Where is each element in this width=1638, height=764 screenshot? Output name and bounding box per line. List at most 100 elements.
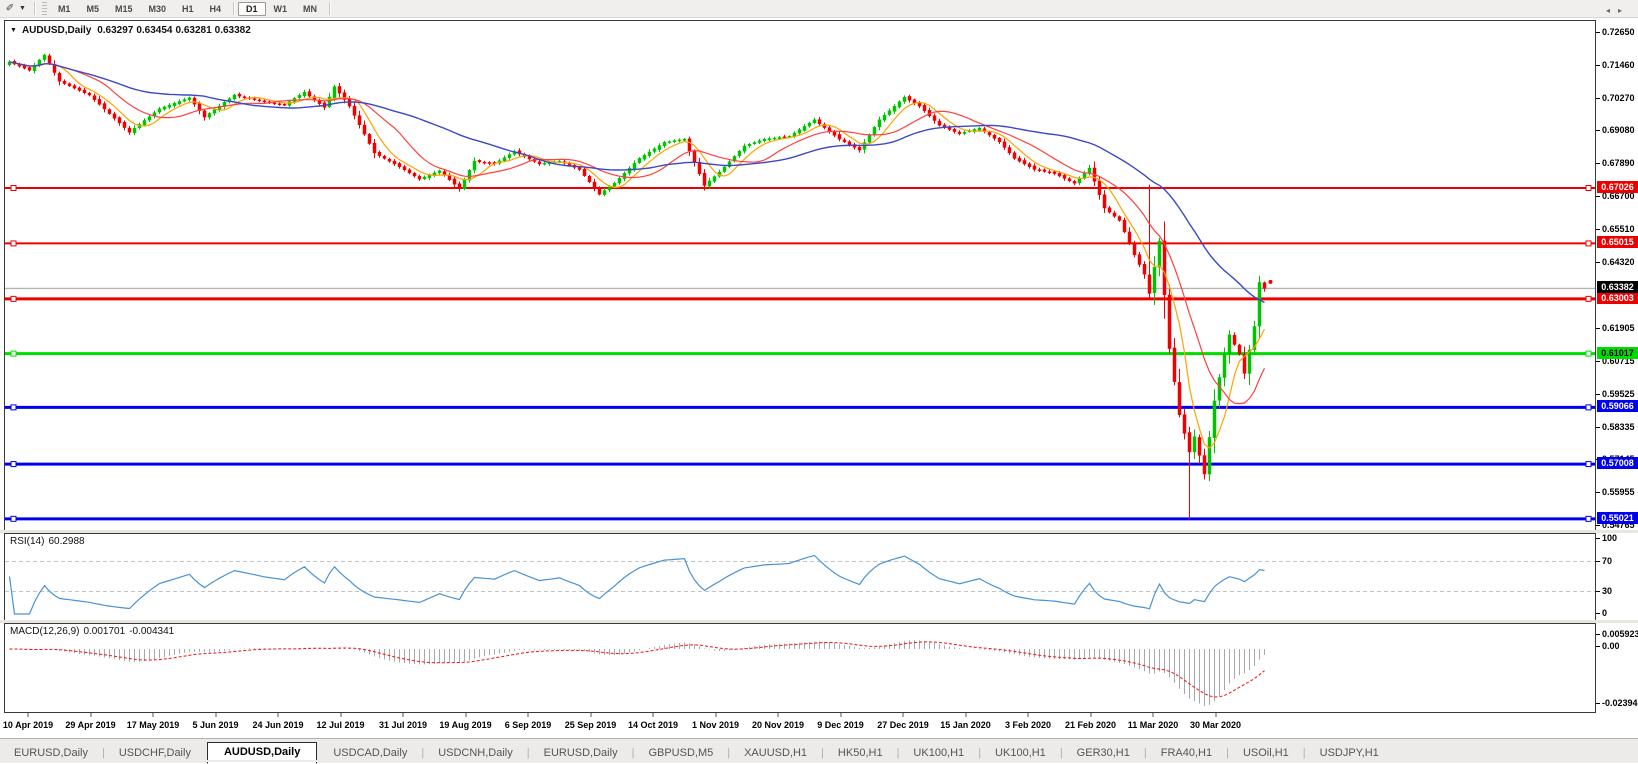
timeframe-button-h1[interactable]: H1 (182, 3, 194, 14)
price-axis-label: 0.54765 (1602, 519, 1635, 530)
pane-separator[interactable] (0, 530, 1638, 533)
macd-label: MACD(12,26,9) 0.001701 -0.004341 (10, 626, 178, 637)
date-axis-tick (277, 713, 279, 717)
date-axis-tick (902, 713, 904, 717)
chart-tab-xauusd-h1[interactable]: XAUUSD,H1 (744, 747, 808, 759)
timeframe-button-m1[interactable]: M1 (57, 3, 71, 14)
chart-tab-usdcad-daily[interactable]: USDCAD,Daily (333, 747, 408, 759)
timeframe-button-mn[interactable]: MN (303, 3, 318, 14)
macd-indicator-pane[interactable] (4, 623, 1596, 713)
price-axis-tick (1596, 524, 1600, 526)
macd-signal-value: -0.004341 (129, 626, 175, 637)
price-axis-tick (1596, 261, 1600, 263)
tab-scroll-right-icon[interactable]: ▸ (1617, 6, 1630, 15)
chevron-down-icon[interactable]: ▼ (19, 5, 26, 12)
rsi-axis-tick (1596, 538, 1600, 539)
macd-axis-tick (1596, 646, 1600, 647)
chart-tab-usdcnh-daily[interactable]: USDCNH,Daily (438, 747, 513, 759)
date-axis-label: 29 Apr 2019 (65, 720, 116, 730)
price-axis-label: 0.66700 (1602, 190, 1635, 201)
rsi-indicator-pane[interactable] (4, 533, 1596, 621)
tab-separator: | (978, 747, 982, 759)
macd-axis-label: -0.02394 (1602, 698, 1638, 708)
ohlc-low: 0.63281 (175, 25, 212, 36)
chart-tab-ger30-h1[interactable]: GER30,H1 (1076, 747, 1130, 759)
price-axis-tick (1596, 228, 1600, 230)
chart-tab-gbpusd-m5[interactable]: GBPUSD,M5 (648, 747, 714, 759)
price-chart-pane[interactable] (4, 20, 1596, 531)
rsi-axis-tick (1596, 613, 1600, 614)
date-axis-tick (715, 713, 716, 717)
price-tag: 0.67026 (1597, 180, 1638, 193)
price-axis-label: 0.64320 (1602, 256, 1635, 267)
price-tag: 0.63382 (1597, 281, 1638, 294)
date-axis-tick (215, 713, 216, 717)
chart-tab-usoil-h1[interactable]: USOil,H1 (1242, 747, 1289, 759)
toolbar-separator (33, 2, 35, 15)
chart-tab-fra40-h1[interactable]: FRA40,H1 (1160, 747, 1213, 759)
timeframe-button-h4[interactable]: H4 (209, 3, 222, 14)
rsi-value: 60.2988 (48, 536, 85, 547)
chart-tab-eurusd-daily[interactable]: EURUSD,Daily (543, 747, 618, 759)
timeframe-button-d1[interactable]: D1 (238, 1, 266, 16)
tab-scroll-arrows[interactable]: ◂▸ (1606, 6, 1630, 15)
price-axis-label: 0.58335 (1602, 421, 1635, 432)
date-axis-label: 15 Jan 2020 (940, 720, 991, 730)
tab-separator: | (896, 747, 900, 759)
top-toolbar: ✐ ▼ M1 M5 M15 M30 H1 H4 D1 W1 MN (0, 0, 1638, 18)
date-axis-label: 6 Sep 2019 (504, 720, 552, 730)
rsi-name: RSI(14) (10, 536, 45, 547)
price-chart-canvas[interactable] (5, 21, 1595, 530)
status-bar (0, 760, 1638, 762)
pointer-pen-icon[interactable]: ✐ (5, 3, 15, 14)
date-axis-label: 30 Mar 2020 (1189, 720, 1242, 730)
date-axis-tick (1215, 713, 1216, 717)
timeframe-button-m5[interactable]: M5 (86, 3, 99, 14)
rsi-axis-label: 0 (1602, 608, 1608, 618)
tab-separator: | (1143, 747, 1147, 759)
date-axis: 10 Apr 2019 29 Apr 2019 17 May 2019 5 Jun 2… (0, 713, 1638, 738)
chart-tab-uk100-h1[interactable]: UK100,H1 (913, 747, 965, 759)
timeframe-button-m30[interactable]: M30 (148, 3, 166, 14)
price-axis-tick (1596, 130, 1600, 132)
macd-axis-label: 0.005923 (1602, 629, 1638, 639)
chart-tab-usdjpy-h1[interactable]: USDJPY,H1 (1319, 747, 1379, 759)
date-axis-label: 9 Dec 2019 (817, 720, 864, 730)
tab-separator: | (727, 747, 731, 759)
date-axis-tick (152, 713, 154, 717)
price-axis-tick (1596, 163, 1600, 165)
rsi-canvas (5, 554, 1595, 615)
price-axis-tick (1596, 97, 1600, 99)
macd-axis-label: 0.00 (1602, 641, 1620, 651)
price-tag: 0.55021 (1597, 511, 1638, 524)
date-axis-tick (1090, 713, 1091, 717)
pane-separator[interactable] (0, 620, 1638, 623)
date-axis-label: 19 Aug 2019 (439, 720, 492, 730)
toolbar-separator (329, 2, 331, 15)
chart-tab-bar: EURUSD,Daily | USDCHF,Daily AUDUSD,Daily USD… (0, 738, 1638, 764)
date-axis-label: 21 Feb 2020 (1064, 720, 1117, 730)
date-axis-tick (465, 713, 466, 717)
price-axis-tick (1596, 32, 1600, 33)
tab-separator: | (1302, 747, 1306, 759)
chart-tab-hk50-h1[interactable]: HK50,H1 (837, 747, 883, 759)
chart-tab-usdchf-daily[interactable]: USDCHF,Daily (118, 747, 191, 759)
date-axis-label: 5 Jun 2019 (192, 720, 239, 730)
tab-scroll-left-icon[interactable]: ◂ (1605, 6, 1618, 15)
timeframe-button-w1[interactable]: W1 (273, 3, 288, 14)
tab-separator: | (101, 747, 105, 759)
date-axis-label: 14 Oct 2019 (627, 720, 679, 730)
price-axis-tick (1596, 393, 1600, 395)
ohlc-close: 0.63382 (214, 25, 251, 36)
date-axis-label: 24 Jun 2019 (252, 720, 304, 730)
price-tag: 0.63003 (1597, 291, 1638, 304)
timeframe-button-m15[interactable]: M15 (114, 3, 133, 14)
date-axis-tick (840, 713, 841, 717)
chart-tab-eurusd-daily[interactable]: EURUSD,Daily (14, 747, 88, 759)
chart-dropdown-icon[interactable]: ▼ (10, 27, 17, 34)
price-axis-label: 0.71460 (1602, 59, 1635, 70)
price-axis-tick (1596, 64, 1600, 66)
chart-tab-uk100-h1[interactable]: UK100,H1 (995, 747, 1046, 759)
rsi-axis-label: 100 (1602, 533, 1618, 543)
toolbar-grip-handle[interactable] (41, 2, 47, 15)
